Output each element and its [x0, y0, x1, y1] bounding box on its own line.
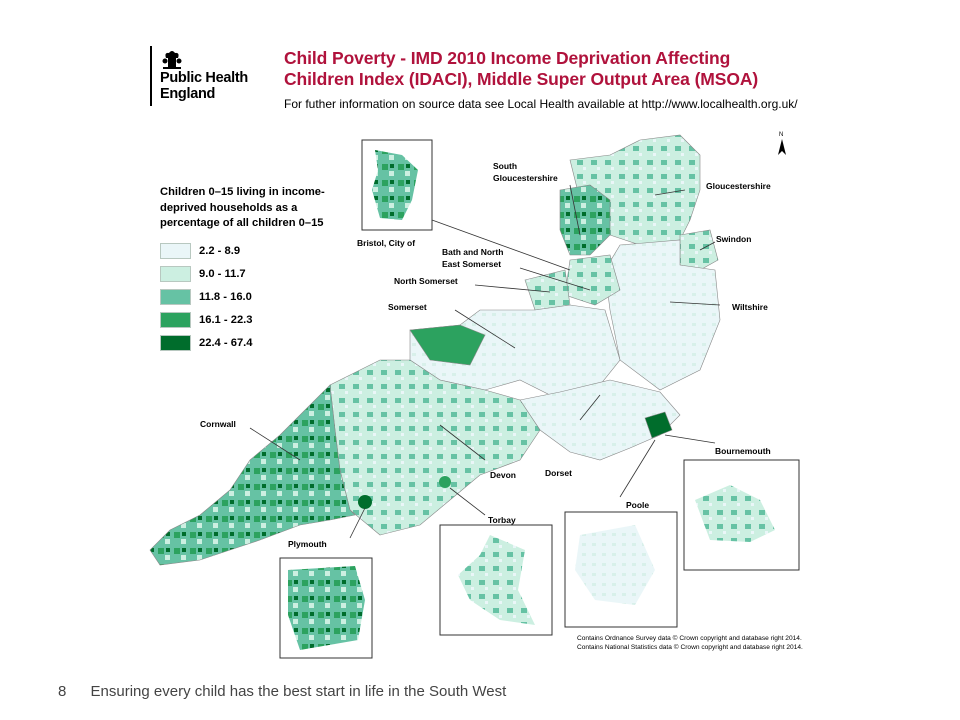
- label-poole: Poole: [626, 500, 649, 510]
- logo-text: Public Health England: [160, 70, 248, 102]
- legend-item: 9.0 - 11.7: [160, 263, 330, 286]
- label-bristol: Bristol, City of: [357, 238, 415, 248]
- legend-label: 16.1 - 22.3: [199, 314, 253, 326]
- label-bathnes-1: Bath and North: [442, 247, 503, 257]
- north-arrow-icon: N: [778, 132, 786, 155]
- label-swindon: Swindon: [716, 234, 751, 244]
- label-bathnes-2: East Somerset: [442, 259, 501, 269]
- label-somerset: Somerset: [388, 302, 427, 312]
- map-title: Child Poverty - IMD 2010 Income Deprivat…: [284, 48, 758, 90]
- region-plymouth: [358, 495, 372, 509]
- label-torbay: Torbay: [488, 515, 516, 525]
- region-torbay: [439, 476, 451, 488]
- legend-label: 9.0 - 11.7: [199, 268, 246, 280]
- map-title-line-2: Children Index (IDACI), Middle Super Out…: [284, 69, 759, 89]
- legend-item: 22.4 - 67.4: [160, 332, 330, 355]
- legend-title: Children 0–15 living in income-deprived …: [160, 186, 325, 229]
- inset-poole-shape: [575, 525, 655, 605]
- footer-text: Ensuring every child has the best start …: [90, 683, 507, 700]
- label-plymouth: Plymouth: [288, 539, 327, 549]
- south-west-map: South Gloucestershire Gloucestershire Sw…: [149, 134, 800, 659]
- legend-swatch: [160, 243, 191, 259]
- inset-torbay-shape: [458, 535, 535, 625]
- legend-swatch: [160, 312, 191, 328]
- label-cornwall: Cornwall: [200, 419, 236, 429]
- copyright-line-1: Contains Ordnance Survey data © Crown co…: [577, 635, 802, 642]
- label-south-glos-1: South: [493, 161, 517, 171]
- label-devon: Devon: [490, 470, 516, 480]
- label-gloucestershire: Gloucestershire: [706, 181, 771, 191]
- label-bournemouth: Bournemouth: [715, 446, 771, 456]
- inset-bristol-shape: [372, 150, 418, 220]
- inset-bournemouth-shape: [695, 485, 775, 542]
- legend: Children 0–15 living in income-deprived …: [160, 185, 330, 355]
- label-south-glos-2: Gloucestershire: [493, 173, 558, 183]
- region-swindon: [679, 229, 719, 271]
- legend-swatch: [160, 335, 191, 351]
- map-title-line-1: Child Poverty - IMD 2010 Income Deprivat…: [284, 48, 731, 68]
- region-cornwall: [149, 384, 356, 566]
- leader-lines: [249, 184, 721, 539]
- legend-item: 11.8 - 16.0: [160, 286, 330, 309]
- legend-swatch: [160, 266, 191, 282]
- logo-line-1: Public Health: [160, 70, 248, 86]
- page-number: 8: [58, 683, 67, 700]
- legend-label: 11.8 - 16.0: [199, 291, 252, 303]
- logo-line-2: England: [160, 86, 216, 102]
- region-bournemouth-poole: [644, 411, 673, 439]
- legend-label: 22.4 - 67.4: [199, 337, 253, 349]
- label-wiltshire: Wiltshire: [732, 302, 768, 312]
- legend-item: 16.1 - 22.3: [160, 309, 330, 332]
- royal-crest-icon: [162, 51, 182, 69]
- inset-plymouth-shape: [288, 566, 365, 650]
- north-label: N: [779, 132, 783, 138]
- slide-footer: 8 Ensuring every child has the best star…: [58, 683, 506, 700]
- region-devon: [329, 359, 541, 536]
- legend-item: 2.2 - 8.9: [160, 240, 330, 263]
- label-north-somerset: North Somerset: [394, 276, 458, 286]
- region-south-gloucestershire: [559, 184, 611, 256]
- phe-logo: Public Health England: [150, 46, 270, 108]
- copyright-notice: Contains Ordnance Survey data © Crown co…: [577, 635, 803, 652]
- map-subtitle: For futher information on source data se…: [284, 97, 798, 111]
- label-dorset: Dorset: [545, 468, 572, 478]
- region-somerset-coast: [409, 324, 486, 366]
- legend-label: 2.2 - 8.9: [199, 245, 241, 257]
- logo-divider: [150, 46, 152, 106]
- legend-swatch: [160, 289, 191, 305]
- copyright-line-2: Contains National Statistics data © Crow…: [577, 643, 803, 651]
